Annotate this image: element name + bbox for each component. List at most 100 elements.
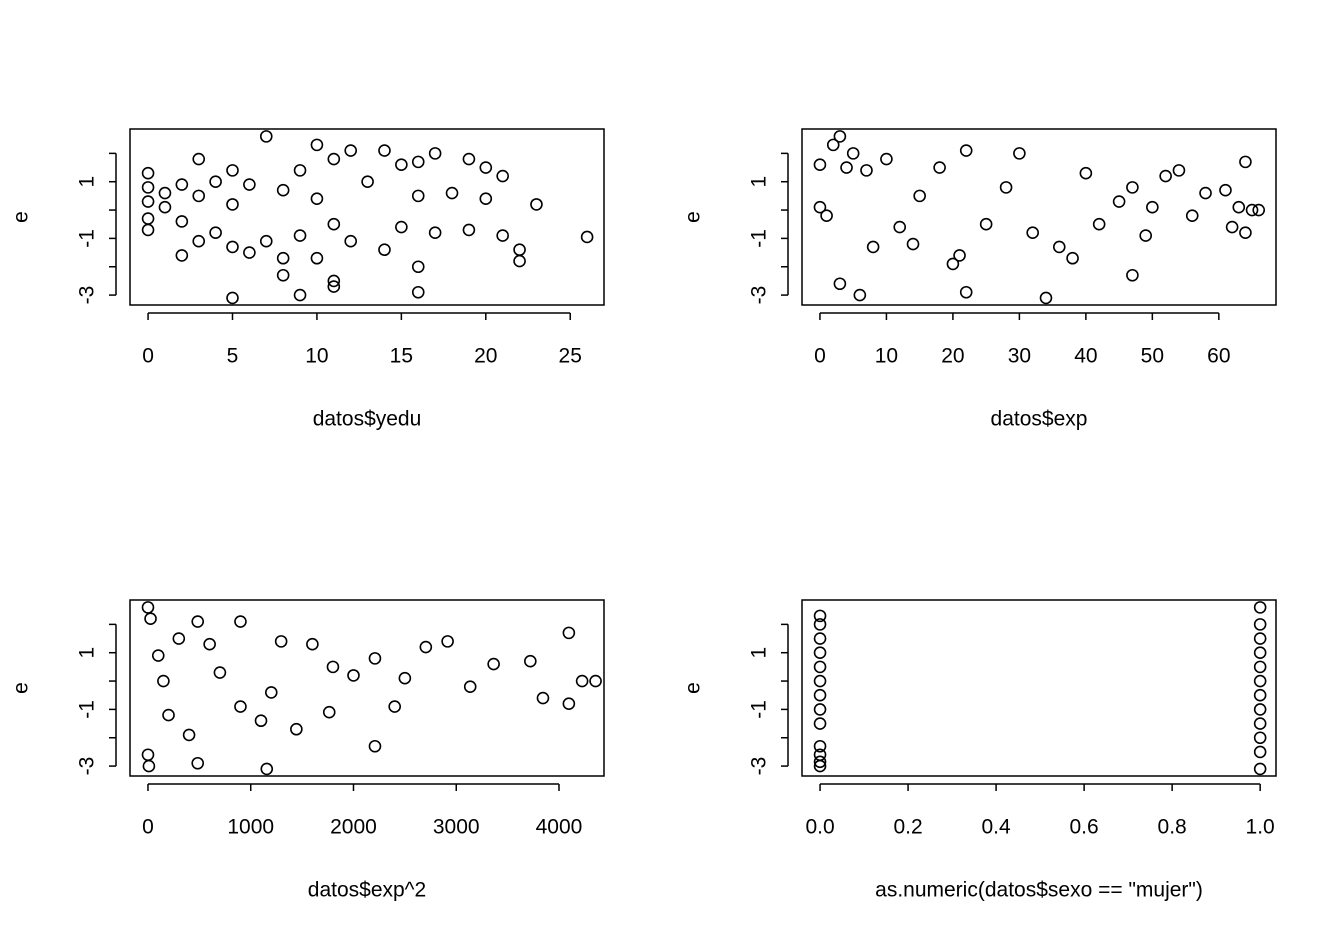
point: [462, 223, 476, 237]
y-axis-label: e: [10, 211, 33, 223]
point: [141, 195, 155, 208]
point: [1239, 226, 1252, 240]
point: [209, 175, 222, 189]
x-tick-label: 50: [1141, 345, 1164, 368]
point: [226, 164, 239, 177]
point: [999, 181, 1013, 194]
point: [141, 748, 155, 762]
point: [813, 618, 827, 631]
point: [192, 189, 206, 203]
x-tick-label: 60: [1207, 345, 1230, 368]
x-tick-label: 5: [227, 345, 239, 368]
point: [395, 220, 408, 234]
point: [1253, 601, 1267, 614]
x-tick-label: 10: [305, 345, 328, 368]
point: [327, 152, 341, 166]
point: [306, 637, 319, 651]
plot-box: [129, 128, 605, 306]
plot-box: [801, 599, 1277, 777]
point: [141, 181, 155, 194]
point: [175, 178, 189, 191]
point: [813, 755, 827, 769]
point: [933, 161, 946, 174]
x-tick-label: 0: [814, 345, 826, 368]
point: [813, 717, 827, 730]
point: [813, 739, 827, 753]
y-tick-label: -3: [76, 757, 99, 776]
point: [1219, 183, 1232, 197]
point: [953, 249, 966, 262]
point: [826, 138, 840, 152]
point: [589, 674, 602, 688]
point: [144, 612, 157, 626]
point: [1253, 674, 1267, 688]
point: [260, 762, 274, 776]
point: [833, 130, 847, 143]
point: [1139, 229, 1152, 242]
point: [1126, 268, 1139, 282]
point: [191, 615, 205, 628]
point: [959, 144, 973, 157]
point: [157, 674, 170, 688]
point: [1146, 200, 1159, 214]
x-axis-label: datos$exp: [991, 408, 1088, 431]
x-tick-label: 40: [1074, 345, 1097, 368]
x-tick-label: 20: [474, 345, 497, 368]
point: [1039, 291, 1053, 305]
point: [846, 147, 860, 160]
point: [496, 229, 509, 242]
point: [234, 700, 247, 713]
point: [368, 739, 382, 753]
y-tick-label: -3: [76, 286, 99, 305]
x-tick-label: 0: [142, 345, 154, 368]
point: [866, 240, 880, 254]
point: [536, 691, 550, 705]
point: [290, 722, 303, 736]
point: [1253, 646, 1267, 660]
point: [243, 178, 256, 191]
point: [175, 249, 189, 262]
y-tick-label: 1: [748, 176, 771, 188]
x-tick-label: 30: [1008, 345, 1031, 368]
point: [141, 166, 155, 180]
x-tick-label: 0: [142, 816, 154, 839]
point: [1079, 166, 1093, 180]
point: [226, 198, 239, 211]
point: [158, 186, 172, 200]
point: [813, 158, 827, 172]
point: [142, 759, 156, 773]
x-tick-label: 15: [390, 345, 413, 368]
point: [1185, 209, 1199, 223]
point: [860, 164, 873, 177]
point: [463, 680, 477, 694]
point: [1052, 240, 1066, 254]
y-tick-label: -1: [76, 229, 99, 248]
point: [395, 158, 408, 172]
point: [1253, 745, 1267, 759]
point: [530, 198, 543, 211]
point: [293, 229, 307, 242]
x-tick-label: 0.4: [981, 816, 1011, 839]
y-tick-label: -3: [748, 286, 771, 305]
point: [813, 703, 827, 716]
point: [946, 257, 960, 271]
y-tick-label: 1: [76, 176, 99, 188]
point: [913, 189, 926, 203]
x-tick-label: 20: [941, 345, 964, 368]
point: [398, 671, 412, 685]
x-tick-label: 3000: [433, 816, 480, 839]
point: [213, 666, 227, 679]
point: [151, 649, 165, 662]
x-axis-label: as.numeric(datos$sexo == "mujer"): [875, 879, 1203, 902]
x-tick-label: 0.8: [1158, 816, 1187, 839]
point: [1253, 618, 1267, 631]
point: [322, 705, 336, 719]
point: [1253, 731, 1267, 745]
point: [378, 144, 391, 157]
point: [428, 147, 442, 160]
point: [411, 260, 425, 274]
point: [1199, 186, 1212, 200]
point: [191, 756, 205, 770]
point: [979, 217, 993, 231]
y-tick-label: -3: [748, 757, 771, 776]
